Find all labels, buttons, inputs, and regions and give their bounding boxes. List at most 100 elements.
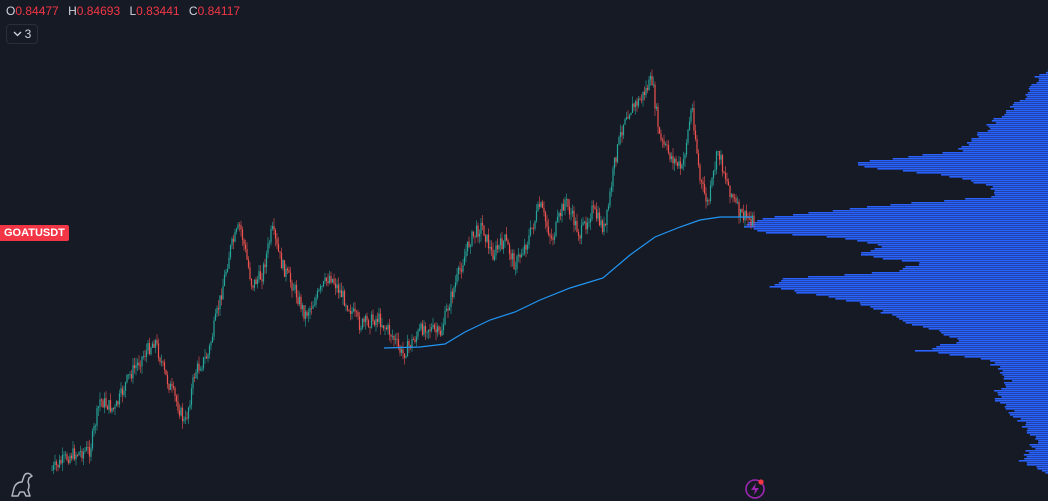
candle-body	[58, 460, 61, 468]
volume-profile-bar	[808, 276, 1048, 278]
candle-body	[421, 323, 424, 335]
volume-profile-bar	[880, 312, 1048, 314]
volume-profile-bar	[1005, 408, 1048, 410]
low-value: 0.83441	[136, 4, 180, 18]
volume-profile-bar	[871, 272, 1048, 274]
candle-body	[306, 311, 308, 316]
volume-profile-bar	[956, 342, 1048, 344]
candle-body	[364, 315, 367, 323]
candle-body	[376, 318, 379, 322]
candle-body	[640, 99, 643, 101]
candle-body	[54, 461, 56, 466]
volume-profile-bar	[873, 256, 1048, 258]
candle-body	[675, 158, 677, 163]
volume-profile-bar	[1008, 412, 1048, 414]
candle-body	[475, 225, 478, 237]
candle-body	[715, 151, 718, 170]
indicator-legend-toggle[interactable]: 3	[6, 24, 38, 44]
candle-body	[489, 246, 491, 249]
candle-body	[81, 451, 83, 459]
candle-body	[250, 278, 253, 286]
candle-body	[241, 229, 244, 240]
candle-body	[127, 374, 130, 376]
candle-body	[699, 165, 701, 181]
candle-body	[141, 356, 143, 367]
candle-body	[300, 296, 302, 310]
candle-body	[69, 455, 71, 464]
candle-body	[373, 321, 376, 326]
volume-profile-bar	[870, 306, 1048, 308]
volume-profile-bar	[1005, 386, 1048, 388]
candle-body	[151, 343, 154, 348]
candle-body	[642, 91, 644, 100]
volume-profile-bar	[1045, 472, 1048, 474]
candle-body	[169, 383, 172, 390]
volume-profile-bar	[968, 144, 1048, 146]
candle-body	[129, 374, 131, 375]
volume-profile-bar	[1019, 100, 1048, 102]
volume-profile-bar	[902, 268, 1048, 270]
candle-body	[210, 342, 212, 346]
candle-body	[223, 274, 226, 286]
candle-body	[322, 281, 325, 287]
volume-profile-bar	[971, 140, 1048, 142]
candle-body	[607, 205, 610, 210]
candle-body	[229, 245, 232, 258]
candle-body	[406, 341, 409, 357]
candle-body	[237, 224, 239, 229]
candle-body	[454, 282, 457, 288]
tradingview-logo-icon[interactable]	[8, 470, 38, 498]
volume-profile-bar	[757, 220, 1048, 222]
volume-profile-bar	[877, 168, 1048, 170]
volume-profile-bar	[769, 286, 1048, 288]
candle-body	[318, 289, 320, 291]
volume-profile-bar	[1013, 108, 1048, 110]
candle-body	[130, 374, 133, 379]
volume-profile-bar	[1009, 414, 1048, 416]
candle-body	[73, 448, 76, 460]
candle-body	[135, 365, 137, 369]
high-label: H	[68, 4, 77, 18]
volume-profile-bar	[993, 118, 1048, 120]
candle-body	[508, 244, 511, 254]
volume-profile-bar	[1026, 456, 1048, 458]
candle-body	[481, 222, 484, 226]
volume-profile-bar	[990, 364, 1048, 366]
candle-body	[387, 325, 389, 330]
volume-profile-bar	[874, 248, 1048, 250]
candle-body	[321, 286, 323, 287]
candle-body	[523, 245, 526, 254]
candle-body	[118, 393, 121, 405]
candle-body	[462, 265, 464, 272]
candle-body	[673, 158, 676, 164]
candle-body	[315, 297, 317, 305]
candle-body	[465, 251, 467, 257]
candle-body	[124, 382, 127, 391]
candle-body	[361, 318, 364, 329]
candle-body	[277, 243, 280, 252]
candle-body	[211, 336, 214, 343]
volume-profile-bar	[1038, 442, 1048, 444]
volume-profile-bar	[816, 294, 1048, 296]
candle-body	[433, 324, 436, 330]
moving-average-line	[383, 216, 752, 349]
volume-profile-bar	[957, 338, 1048, 340]
candle-body	[726, 178, 728, 182]
candle-body	[409, 345, 412, 348]
candle-body	[333, 278, 335, 284]
candle-body	[271, 226, 274, 229]
candle-body	[189, 404, 191, 408]
candle-body	[166, 374, 169, 385]
volume-profile-bar	[765, 232, 1048, 234]
volume-profile-bar	[796, 292, 1048, 294]
candle-body	[144, 356, 146, 357]
candle-body	[580, 225, 583, 239]
candle-body	[436, 326, 439, 333]
candle-body	[477, 225, 479, 237]
candle-body	[175, 395, 178, 402]
lightning-icon[interactable]	[744, 478, 766, 500]
volume-profile-bar	[1025, 424, 1048, 426]
volume-profile-bar	[986, 124, 1048, 126]
candle-body	[213, 320, 215, 337]
